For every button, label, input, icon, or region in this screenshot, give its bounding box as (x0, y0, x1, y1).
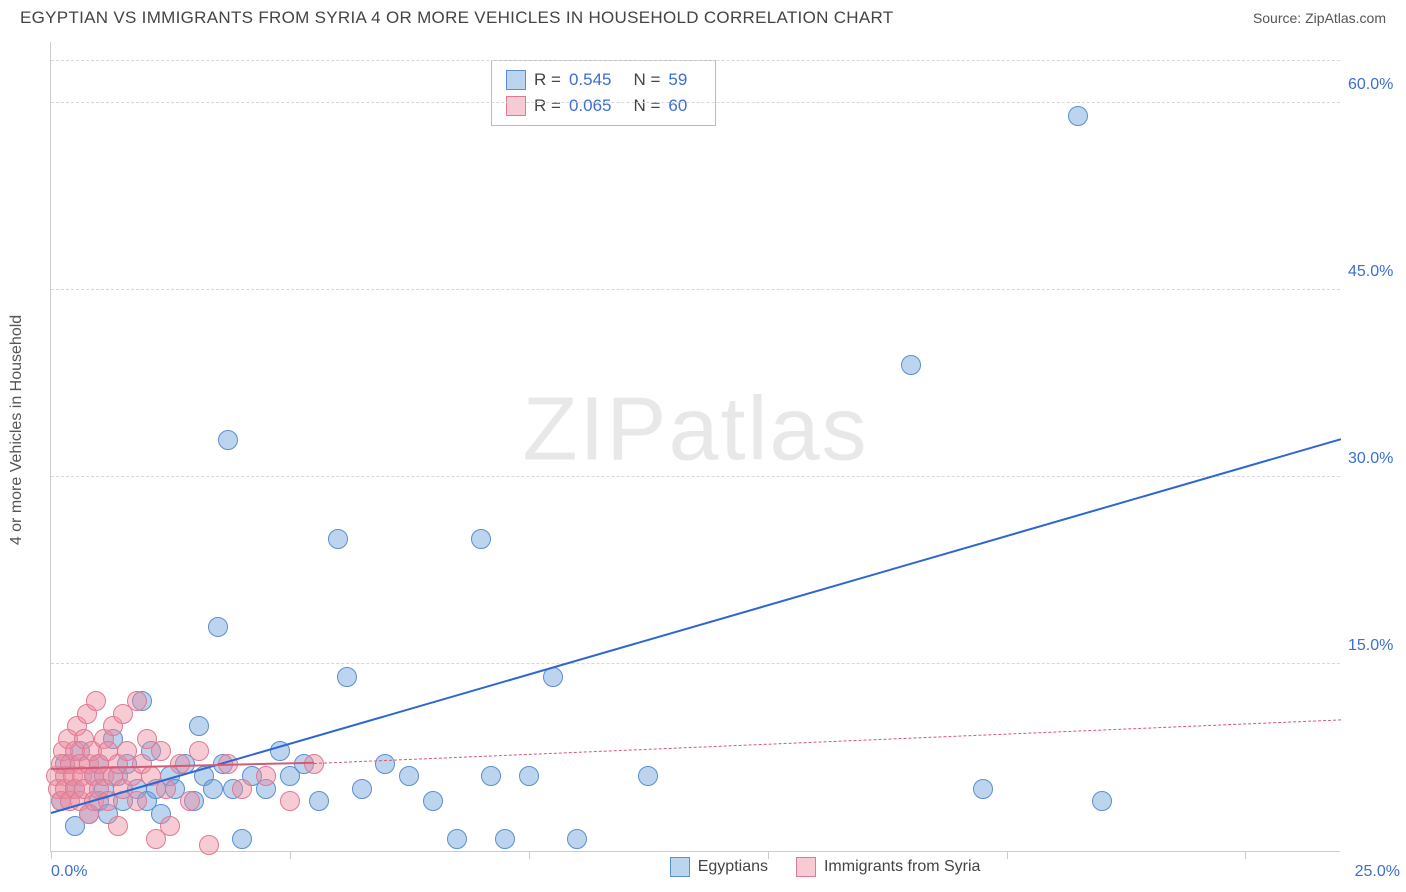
x-tick (529, 851, 530, 859)
legend-swatch (796, 857, 816, 877)
legend-stat-row: R = 0.065 N = 60 (506, 93, 701, 119)
legend-series-item: Immigrants from Syria (796, 857, 980, 877)
gridline-h (51, 102, 1340, 103)
legend-r-value: 0.545 (569, 67, 612, 93)
legend-r-value: 0.065 (569, 93, 612, 119)
correlation-legend: R = 0.545 N = 59 R = 0.065 N = 60 (491, 60, 716, 126)
scatter-plot-area: ZIPatlas R =0.545N =59R =0.065N =60 Egyp… (50, 42, 1340, 852)
trend-line (314, 719, 1341, 764)
data-point (151, 741, 171, 761)
data-point (901, 355, 921, 375)
legend-swatch (506, 96, 526, 116)
chart-source: Source: ZipAtlas.com (1253, 10, 1386, 26)
gridline-h (51, 663, 1340, 664)
trend-line (51, 438, 1342, 814)
data-point (208, 617, 228, 637)
x-tick (1245, 851, 1246, 859)
data-point (375, 754, 395, 774)
watermark-part2: atlas (668, 380, 868, 480)
data-point (160, 816, 180, 836)
data-point (232, 779, 252, 799)
y-tick-label: 30.0% (1348, 450, 1406, 468)
data-point (337, 667, 357, 687)
data-point (352, 779, 372, 799)
x-tick (290, 851, 291, 859)
x-tick-label-25: 25.0% (1355, 863, 1400, 881)
x-tick-label-0: 0.0% (51, 863, 87, 881)
data-point (567, 829, 587, 849)
data-point (86, 691, 106, 711)
data-point (495, 829, 515, 849)
data-point (218, 430, 238, 450)
x-tick (768, 851, 769, 859)
data-point (189, 741, 209, 761)
data-point (399, 766, 419, 786)
legend-n-label: N = (633, 67, 660, 93)
watermark-text: ZIPatlas (522, 379, 868, 482)
data-point (519, 766, 539, 786)
y-tick-label: 15.0% (1348, 637, 1406, 655)
y-tick-label: 45.0% (1348, 263, 1406, 281)
gridline-h (51, 60, 1340, 61)
data-point (108, 816, 128, 836)
legend-n-value: 59 (668, 67, 687, 93)
chart-title: EGYPTIAN VS IMMIGRANTS FROM SYRIA 4 OR M… (20, 8, 893, 28)
data-point (423, 791, 443, 811)
legend-swatch (506, 70, 526, 90)
legend-series-label: Immigrants from Syria (824, 858, 980, 876)
gridline-h (51, 476, 1340, 477)
x-tick (1007, 851, 1008, 859)
data-point (199, 835, 219, 855)
data-point (180, 791, 200, 811)
data-point (309, 791, 329, 811)
legend-n-label: N = (633, 93, 660, 119)
gridline-h (51, 289, 1340, 290)
legend-series-label: Egyptians (698, 858, 768, 876)
series-legend: Egyptians Immigrants from Syria (670, 857, 981, 877)
legend-stat-row: R = 0.545 N = 59 (506, 67, 701, 93)
data-point (447, 829, 467, 849)
legend-r-label: R = (534, 93, 561, 119)
data-point (189, 716, 209, 736)
data-point (1092, 791, 1112, 811)
data-point (203, 779, 223, 799)
legend-n-value: 60 (668, 93, 687, 119)
watermark-part1: ZIP (522, 380, 668, 480)
chart-header: EGYPTIAN VS IMMIGRANTS FROM SYRIA 4 OR M… (0, 0, 1406, 34)
data-point (481, 766, 501, 786)
data-point (471, 529, 491, 549)
legend-swatch (670, 857, 690, 877)
y-tick-label: 60.0% (1348, 76, 1406, 94)
y-axis-label: 4 or more Vehicles in Household (8, 315, 26, 545)
data-point (256, 766, 276, 786)
data-point (328, 529, 348, 549)
legend-r-label: R = (534, 67, 561, 93)
data-point (127, 691, 147, 711)
legend-series-item: Egyptians (670, 857, 768, 877)
data-point (973, 779, 993, 799)
data-point (280, 791, 300, 811)
data-point (1068, 106, 1088, 126)
data-point (232, 829, 252, 849)
data-point (638, 766, 658, 786)
data-point (127, 791, 147, 811)
x-tick (51, 851, 52, 859)
